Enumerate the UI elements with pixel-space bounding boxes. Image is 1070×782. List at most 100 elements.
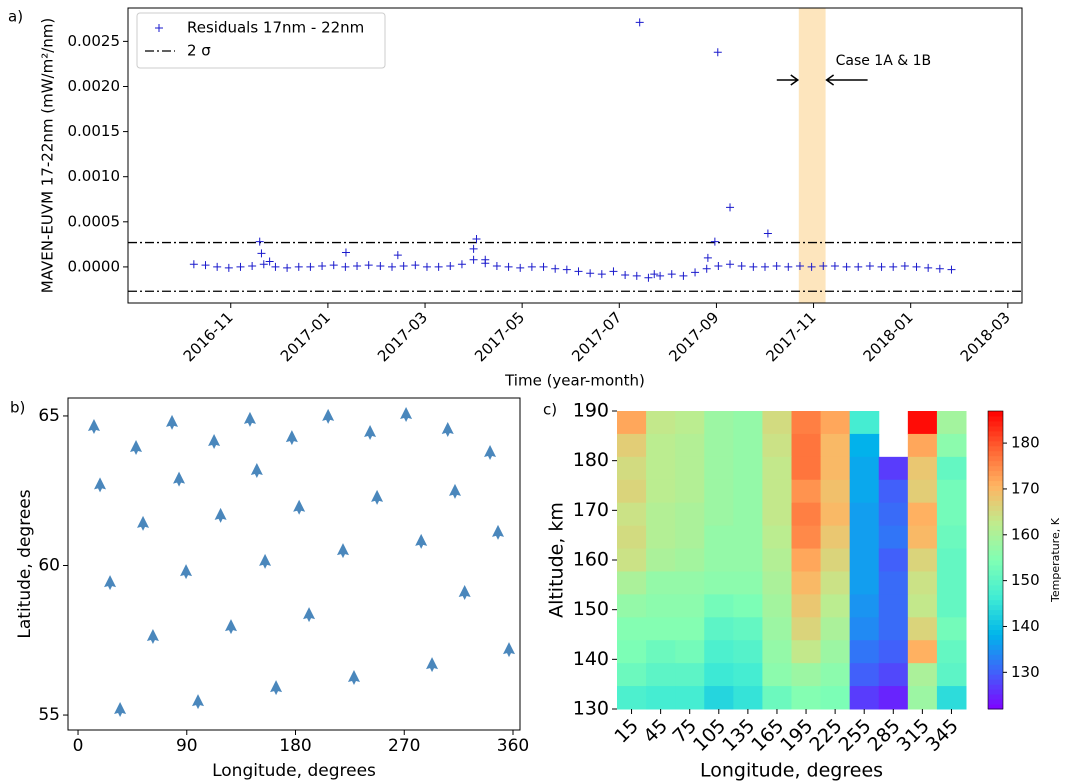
heat-cell — [878, 456, 909, 481]
y-tick-label: 190 — [573, 400, 609, 422]
heat-cell — [820, 456, 851, 481]
point — [713, 48, 722, 57]
heat-cell — [820, 686, 851, 710]
point — [539, 262, 548, 271]
point — [259, 260, 268, 269]
heat-cell — [878, 663, 909, 687]
colorbar-segment — [988, 555, 1003, 561]
y-axis-label: Altitude, km — [546, 502, 568, 618]
panel-label: c) — [543, 401, 557, 419]
point — [259, 553, 272, 569]
heat-cell — [791, 686, 822, 710]
y-tick-label: 0.0025 — [68, 32, 121, 50]
heat-cell — [733, 686, 763, 710]
point — [213, 262, 222, 271]
colorbar-segment — [988, 520, 1003, 526]
point — [795, 262, 804, 271]
heat-cell — [733, 640, 763, 664]
heat-cell — [907, 663, 938, 687]
heat-cell — [936, 617, 967, 641]
heat-cell — [907, 640, 938, 664]
point — [621, 271, 630, 280]
colorbar-segment — [988, 629, 1003, 635]
point — [889, 262, 898, 271]
heat-cell — [907, 525, 938, 550]
heat-cell — [704, 456, 734, 481]
x-tick-label: 45 — [639, 715, 672, 748]
point — [635, 18, 644, 27]
point — [114, 701, 127, 717]
heat-cell — [820, 502, 851, 527]
heat-cell — [936, 479, 967, 504]
heat-cell — [907, 571, 938, 595]
colorbar-segment — [988, 475, 1003, 482]
point — [900, 262, 909, 271]
legend-marker — [155, 24, 163, 32]
colorbar-segment — [988, 490, 1003, 496]
point — [807, 262, 816, 271]
heat-cell — [675, 594, 705, 618]
point — [448, 483, 461, 499]
heat-cell — [820, 525, 851, 550]
heat-cell — [646, 433, 676, 458]
heat-cell — [646, 663, 676, 687]
heat-cell — [762, 640, 792, 664]
point — [293, 499, 306, 515]
colorbar-segment — [988, 574, 1003, 581]
heat-cell — [791, 548, 822, 572]
heat-cell — [675, 456, 705, 481]
point — [472, 234, 481, 243]
point — [562, 265, 571, 274]
heat-cell — [936, 411, 967, 435]
heat-cell — [791, 525, 822, 550]
point — [192, 694, 205, 710]
plot-frame — [67, 397, 521, 731]
heat-cell — [617, 525, 647, 550]
colorbar-segment — [988, 465, 1003, 472]
point — [224, 619, 237, 635]
point — [371, 489, 384, 505]
point — [574, 267, 583, 276]
heat-cell — [762, 456, 792, 481]
heat-cell — [849, 640, 880, 664]
point — [265, 257, 274, 266]
point — [426, 657, 439, 673]
heat-cell — [733, 502, 763, 527]
heat-cell — [704, 411, 734, 435]
heat-cell — [820, 594, 851, 618]
point — [763, 229, 772, 238]
point — [236, 262, 245, 271]
colorbar-tick-label: 160 — [1011, 525, 1040, 543]
heat-cell — [675, 548, 705, 572]
point — [341, 248, 350, 257]
heat-cell — [820, 433, 851, 458]
colorbar-segment — [988, 674, 1003, 680]
x-tick-label: 15 — [610, 715, 643, 748]
colorbar-segment — [988, 604, 1003, 611]
colorbar-segment — [988, 609, 1003, 616]
heat-cell — [675, 479, 705, 504]
colorbar-segment — [988, 425, 1003, 432]
x-tick-label: 2017-07 — [568, 308, 625, 365]
colorbar-segment — [988, 699, 1003, 705]
point — [322, 408, 335, 424]
point — [329, 261, 338, 270]
point — [656, 271, 665, 280]
y-tick-label: 0.0020 — [68, 77, 121, 95]
heat-cell — [878, 479, 909, 504]
point — [457, 260, 466, 269]
heat-cell — [820, 617, 851, 641]
point — [271, 262, 280, 271]
heat-cell — [646, 617, 676, 641]
heat-cell — [646, 479, 676, 504]
heat-cell — [733, 456, 763, 481]
point — [492, 524, 505, 540]
colorbar-segment — [988, 455, 1003, 462]
colorbar-segment — [988, 649, 1003, 655]
point — [924, 263, 933, 272]
heat-cell — [849, 479, 880, 504]
point — [935, 264, 944, 273]
point — [388, 262, 397, 271]
heat-cell — [733, 571, 763, 595]
point — [830, 262, 839, 271]
